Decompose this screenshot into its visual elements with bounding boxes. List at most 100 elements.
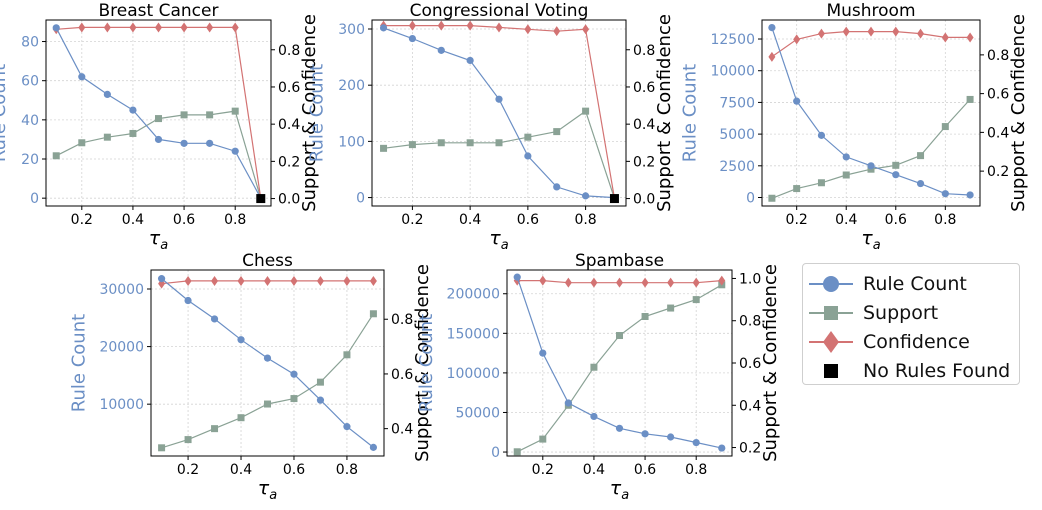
rule-count-point xyxy=(817,131,826,139)
x-tick-label: 0.6 xyxy=(634,462,656,478)
legend-label: No Rules Found xyxy=(863,360,1011,382)
y-right-axis-label: Support & Confidence xyxy=(299,14,320,212)
rule-count-line xyxy=(516,276,722,449)
confidence-point xyxy=(466,20,474,31)
confidence-point xyxy=(211,275,219,286)
confidence-point xyxy=(692,277,700,288)
y-left-tick-label: 300 xyxy=(338,22,365,38)
support-point xyxy=(817,179,825,187)
y-right-tick-label: 0.6 xyxy=(633,80,655,96)
x-axis-label: τa xyxy=(489,227,508,253)
confidence-point xyxy=(180,22,188,33)
support-point xyxy=(892,161,900,169)
confidence-point xyxy=(966,32,974,43)
x-tick-label: 0.8 xyxy=(934,212,956,228)
rule-count-point xyxy=(867,162,875,170)
support-point xyxy=(524,133,532,141)
rule-count-point xyxy=(180,139,188,147)
support-point xyxy=(582,107,590,115)
rule-count-point xyxy=(210,315,219,323)
y-left-axis-label: Rule Count xyxy=(307,64,328,162)
y-left-tick-label: 2500 xyxy=(719,159,755,175)
confidence-point xyxy=(237,275,245,286)
x-tick-label: 0.4 xyxy=(122,212,144,228)
confidence-point xyxy=(892,26,900,37)
legend-item-confidence: Confidence xyxy=(803,328,1019,356)
confidence-point xyxy=(78,22,86,33)
confidence-point xyxy=(667,277,675,288)
support-line xyxy=(771,98,971,199)
subplot-title: Congressional Voting xyxy=(410,1,589,21)
rule-count-point xyxy=(966,191,974,199)
rule-count-point xyxy=(495,95,503,103)
support-point xyxy=(206,111,214,119)
y-left-tick-label: 0 xyxy=(491,445,500,461)
x-tick-label: 0.8 xyxy=(685,462,707,478)
confidence-point xyxy=(768,51,776,62)
x-tick-label: 0.8 xyxy=(336,462,358,478)
y-right-tick-label: 0.8 xyxy=(278,43,300,59)
rule-count-point xyxy=(231,147,239,155)
confidence-point xyxy=(437,20,445,31)
confidence-point xyxy=(539,275,547,286)
y-left-tick-label: 100 xyxy=(338,134,365,150)
legend-no-rules-icon xyxy=(803,357,859,385)
y-left-axis-label: Rule Count xyxy=(680,64,701,162)
rule-count-point xyxy=(892,171,900,179)
y-left-tick-label: 20000 xyxy=(99,340,144,356)
y-left-tick-label: 20 xyxy=(21,152,39,168)
rule-count-point xyxy=(615,424,624,432)
y-left-tick-label: 0 xyxy=(746,191,755,207)
support-point xyxy=(78,139,86,147)
support-point xyxy=(793,185,801,193)
x-tick-label: 0.6 xyxy=(283,462,305,478)
rule-count-point xyxy=(157,275,166,283)
support-point xyxy=(380,144,388,152)
rule-count-point xyxy=(316,396,325,404)
rule-count-point xyxy=(437,46,445,54)
y-right-tick-label: 0.6 xyxy=(987,87,1009,103)
confidence-point xyxy=(564,277,572,288)
confidence-point xyxy=(184,275,192,286)
support-point xyxy=(692,296,700,304)
legend-label: Support xyxy=(863,302,939,324)
support-point xyxy=(513,448,521,456)
y-left-tick-label: 200000 xyxy=(447,287,500,303)
confidence-point xyxy=(408,20,416,31)
rule-count-point xyxy=(768,24,776,32)
support-point xyxy=(641,313,649,320)
rule-count-point xyxy=(581,192,590,200)
y-left-tick-label: 60 xyxy=(21,74,39,90)
plot-frame xyxy=(761,19,981,207)
y-left-tick-label: 200 xyxy=(338,78,365,94)
support-point xyxy=(616,332,623,340)
legend-confidence-icon xyxy=(803,328,859,356)
support-point xyxy=(667,304,675,312)
plot-frame xyxy=(371,19,627,207)
confidence-point xyxy=(316,275,324,286)
legend: Rule Count Support Confidence No Rules F… xyxy=(802,263,1020,385)
support-point xyxy=(343,351,351,359)
legend-rule-count-icon xyxy=(803,270,859,298)
confidence-point xyxy=(941,32,949,43)
rule-count-point xyxy=(78,73,86,81)
support-point xyxy=(180,111,188,119)
x-tick-label: 0.6 xyxy=(517,212,539,228)
subplot-mushroom: 0.2 0.4 0.6 0.8 0 2500 5000 7500 10000 12500 0.2 0.… xyxy=(680,1,1030,253)
x-tick-label: 0.2 xyxy=(786,212,808,228)
confidence-point xyxy=(103,22,111,33)
confidence-point xyxy=(917,28,925,39)
x-tick-label: 0.4 xyxy=(459,212,481,228)
support-point xyxy=(316,378,324,386)
y-right-tick-label: 0.4 xyxy=(739,398,761,414)
y-right-axis-label: Support & Confidence xyxy=(1008,14,1029,212)
rule-count-point xyxy=(513,273,521,281)
rule-count-point xyxy=(842,153,850,161)
y-right-tick-label: 0.4 xyxy=(391,422,413,438)
confidence-point xyxy=(842,26,850,37)
legend-item-support: Support xyxy=(803,299,1019,327)
support-point xyxy=(264,400,271,408)
rule-count-point xyxy=(290,370,298,378)
y-right-tick-label: 0.8 xyxy=(987,48,1009,64)
